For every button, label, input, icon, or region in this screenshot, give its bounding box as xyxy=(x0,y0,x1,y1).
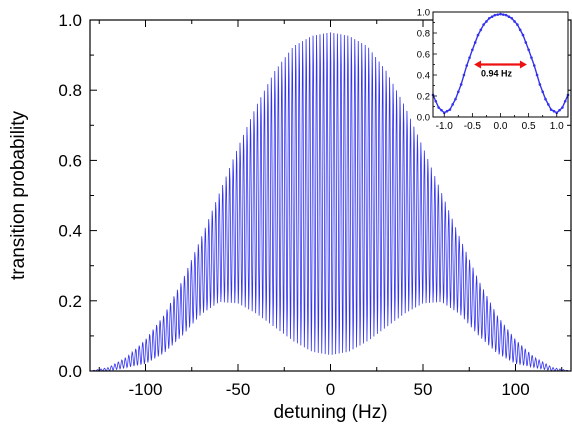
inset-data-point xyxy=(451,103,454,106)
inset-data-point xyxy=(502,13,505,16)
fwhm-arrow-head-left xyxy=(474,60,482,69)
x-tick-label: -50 xyxy=(226,380,251,399)
x-tick-label: 50 xyxy=(414,380,433,399)
inset-data-point xyxy=(538,83,542,86)
main-y-ticks: 0.0 0.2 0.4 0.6 0.8 1.0 xyxy=(58,11,571,381)
y-tick-label: 1.0 xyxy=(58,11,82,30)
inset-data-point xyxy=(555,111,559,115)
y-tick-label: 0.8 xyxy=(58,81,82,100)
inset-data-point xyxy=(479,28,483,32)
inset-data-point xyxy=(454,97,457,101)
inset-data-point xyxy=(440,108,443,112)
inset-data-point xyxy=(561,106,564,109)
inset-data-point xyxy=(459,83,463,86)
inset-data-point xyxy=(490,15,494,19)
x-tick-label: -100 xyxy=(128,380,162,399)
inset-data-point xyxy=(510,17,514,20)
inset-data-point xyxy=(468,56,471,59)
inset-y-tick-label: 0.6 xyxy=(417,50,430,61)
fwhm-arrow-head-right xyxy=(519,60,527,69)
inset-x-tick-label: -1.0 xyxy=(436,121,454,132)
inset-data-point xyxy=(549,108,553,111)
inset-y-tick-label: 0.8 xyxy=(417,29,430,40)
inset-data-point xyxy=(547,103,550,106)
inset-data-point xyxy=(521,33,525,37)
inset-y-tick-label: 0.0 xyxy=(417,113,430,124)
inset-data-point xyxy=(558,108,561,112)
inset-data-point xyxy=(445,109,449,113)
inset-y-tick-label: 0.4 xyxy=(417,71,430,82)
fwhm-annotation: 0.94 Hz xyxy=(474,60,527,79)
fwhm-label: 0.94 Hz xyxy=(481,69,513,79)
inset-data-point xyxy=(527,48,530,52)
inset-y-tick-label: 0.2 xyxy=(417,92,430,103)
inset-data-point xyxy=(462,73,466,77)
inset-x-tick-label: -0.5 xyxy=(464,121,482,132)
inset-plot: -1.0 -0.5 0.0 0.5 1.0 0.0 0.2 0.4 0.6 0.8 1.0 0.9… xyxy=(417,8,570,132)
inset-data-point xyxy=(457,90,460,94)
inset-data-point xyxy=(471,48,474,52)
inset-data-point xyxy=(552,109,556,113)
inset-x-tick-label: 0.0 xyxy=(494,121,508,132)
inset-data-point xyxy=(487,17,491,20)
y-tick-label: 0.0 xyxy=(58,362,82,381)
inset-data-point xyxy=(473,41,477,44)
inset-data-point xyxy=(513,20,516,23)
inset-data-point xyxy=(532,64,536,67)
inset-data-point xyxy=(437,106,440,109)
inset-data-point xyxy=(524,41,528,44)
inset-data-point xyxy=(448,108,452,111)
inset-data-point xyxy=(499,12,502,16)
inset-y-tick-label: 1.0 xyxy=(417,8,430,19)
inset-data-point xyxy=(504,13,508,17)
inset-data-point xyxy=(485,20,488,23)
inset-data-point xyxy=(482,23,485,26)
inset-x-ticks: -1.0 -0.5 0.0 0.5 1.0 xyxy=(436,113,564,132)
inset-x-tick-label: 1.0 xyxy=(550,121,564,132)
main-plot: -100 -50 0 50 100 0.0 0.2 0.4 0.6 0.8 1.0 detunin… xyxy=(8,11,572,423)
x-tick-label: 0 xyxy=(326,380,335,399)
inset-data-point xyxy=(544,97,547,101)
inset-data-point xyxy=(434,99,438,103)
inset-data-point xyxy=(516,23,519,26)
x-axis-label: detuning (Hz) xyxy=(273,402,387,423)
x-tick-label: 100 xyxy=(501,380,529,399)
inset-series-points xyxy=(431,12,570,115)
inset-data-point xyxy=(496,13,499,16)
y-tick-label: 0.6 xyxy=(58,151,82,170)
y-axis-label: transition probability xyxy=(8,111,29,280)
main-x-ticks: -100 -50 0 50 100 xyxy=(98,20,563,399)
inset-data-point xyxy=(563,99,567,103)
inset-data-point xyxy=(518,28,522,32)
inset-data-point xyxy=(465,64,469,67)
inset-data-point xyxy=(476,33,480,37)
inset-data-point xyxy=(442,111,446,115)
inset-data-point xyxy=(493,13,497,17)
y-tick-label: 0.2 xyxy=(58,292,82,311)
main-series-fringes xyxy=(89,32,571,372)
y-tick-label: 0.4 xyxy=(58,222,82,241)
inset-data-point xyxy=(507,15,511,19)
inset-data-point xyxy=(541,90,544,94)
inset-data-point xyxy=(535,73,539,77)
inset-data-point xyxy=(530,56,533,59)
inset-y-ticks: 0.0 0.2 0.4 0.6 0.8 1.0 xyxy=(417,8,437,124)
inset-x-tick-label: 0.5 xyxy=(522,121,536,132)
main-series-line xyxy=(89,32,571,372)
